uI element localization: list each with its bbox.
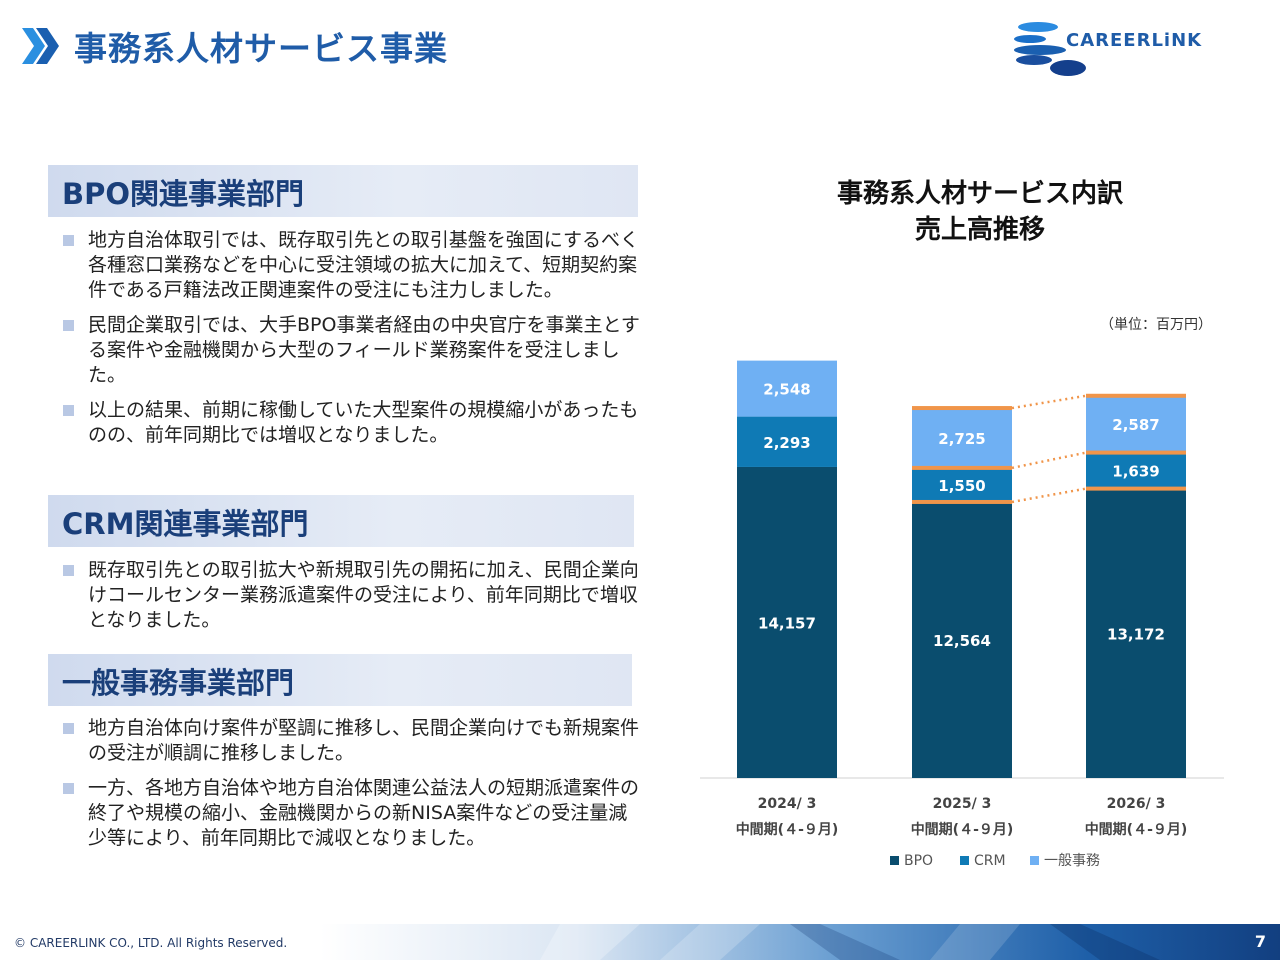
legend-label: 一般事務 [1044, 853, 1100, 869]
x-tick-label: 中間期(４-９月) [736, 821, 839, 838]
legend-swatch [890, 856, 899, 865]
section-heading-label: CRM関連事業部門 [62, 507, 309, 541]
bar-segment-一般事務 [912, 408, 1012, 468]
segment-separator [912, 406, 1012, 411]
segment-separator [1086, 486, 1186, 491]
bullet-item: 一方、各地方自治体や地方自治体関連公益法人の短期派遣案件の終了や規模の縮小、金融… [60, 776, 640, 851]
bullet-item: 地方自治体向け案件が堅調に推移し、民間企業向けでも新規案件の受注が順調に推移しま… [60, 716, 640, 766]
data-label: 13,172 [1107, 625, 1165, 643]
legend-swatch [960, 856, 969, 865]
copyright-text: © CAREERLINK CO., LTD. All Rights Reserv… [14, 936, 288, 950]
data-label: 1,639 [1112, 463, 1159, 481]
x-tick-label: 2026/ 3 [1107, 796, 1166, 812]
chart-title-line: 売上高推移 [914, 215, 1045, 245]
logo-text: CAREERLiNK [1066, 30, 1203, 51]
stacked-bar-chart: 14,157 2,293 2,548 2024/ 3 中間期(４-９月) 12,564 1,… [700, 360, 1224, 869]
chart-title: 事務系人材サービス内訳 売上高推移 [780, 176, 1180, 248]
double-chevron-icon [22, 28, 59, 64]
general-bullet-list: 地方自治体向け案件が堅調に推移し、民間企業向けでも新規案件の受注が順調に推移しま… [60, 716, 640, 861]
section-heading-label: BPO関連事業部門 [62, 177, 305, 211]
segment-separator [1086, 450, 1186, 455]
legend-swatch [1030, 856, 1039, 865]
section-heading-crm: CRM関連事業部門 [48, 495, 634, 547]
x-tick-label: 中間期(４-９月) [1085, 821, 1188, 838]
bullet-item: 地方自治体取引では、既存取引先との取引基盤を強固にするべく各種窓口業務などを中心… [60, 228, 640, 303]
bullet-item: 以上の結果、前期に稼働していた大型案件の規模縮小があったものの、前年同期比では増… [60, 398, 640, 448]
x-tick-label: 2025/ 3 [933, 796, 992, 812]
data-label: 1,550 [938, 477, 985, 495]
x-tick-label: 2024/ 3 [758, 796, 817, 812]
data-label: 14,157 [758, 614, 816, 632]
legend-label: BPO [904, 853, 933, 869]
connector-line [1011, 394, 1087, 410]
bpo-bullet-list: 地方自治体取引では、既存取引先との取引基盤を強固にするべく各種窓口業務などを中心… [60, 228, 640, 458]
section-heading-general: 一般事務事業部門 [48, 654, 632, 706]
section-heading-bpo: BPO関連事業部門 [48, 165, 638, 217]
bar-segment-BPO [1086, 488, 1186, 778]
connector-line [1011, 451, 1087, 470]
page-title: 事務系人材サービス事業 [74, 29, 448, 68]
data-label: 2,587 [1112, 416, 1159, 434]
bar-segment-一般事務 [737, 360, 837, 417]
bar-segment-CRM [1086, 452, 1186, 489]
connector-line [1011, 487, 1087, 504]
data-label: 2,548 [763, 381, 810, 399]
x-tick-label: 中間期(４-９月) [911, 821, 1014, 838]
footer-pattern-icon [540, 924, 1160, 960]
bar-segment-BPO [912, 501, 1012, 778]
crm-bullet-list: 既存取引先との取引拡大や新規取引先の開拓に加え、民間企業向けコールセンター業務派… [60, 558, 640, 643]
legend-label: CRM [974, 853, 1006, 869]
segment-separator [1086, 393, 1186, 398]
bar-segment-BPO [737, 466, 837, 778]
chart-title-line: 事務系人材サービス内訳 [836, 179, 1123, 209]
bar-segment-一般事務 [1086, 395, 1186, 453]
section-heading-label: 一般事務事業部門 [62, 666, 295, 700]
segment-separator [912, 499, 1012, 504]
segment-separator [912, 465, 1012, 470]
bar-segment-CRM [737, 416, 837, 467]
data-label: 2,725 [938, 430, 985, 448]
page-number: 7 [1254, 932, 1266, 951]
chart-unit-label: （単位：百万円） [1100, 317, 1212, 333]
bar-segment-CRM [912, 467, 1012, 502]
bullet-item: 既存取引先との取引拡大や新規取引先の開拓に加え、民間企業向けコールセンター業務派… [60, 558, 640, 633]
bullet-item: 民間企業取引では、大手BPO事業者経由の中央官庁を事業主とする案件や金融機関から… [60, 313, 640, 388]
data-label: 2,293 [763, 434, 810, 452]
careerlink-logo-icon [1014, 22, 1086, 76]
data-label: 12,564 [933, 632, 991, 650]
footer: © CAREERLINK CO., LTD. All Rights Reserv… [0, 924, 1280, 960]
